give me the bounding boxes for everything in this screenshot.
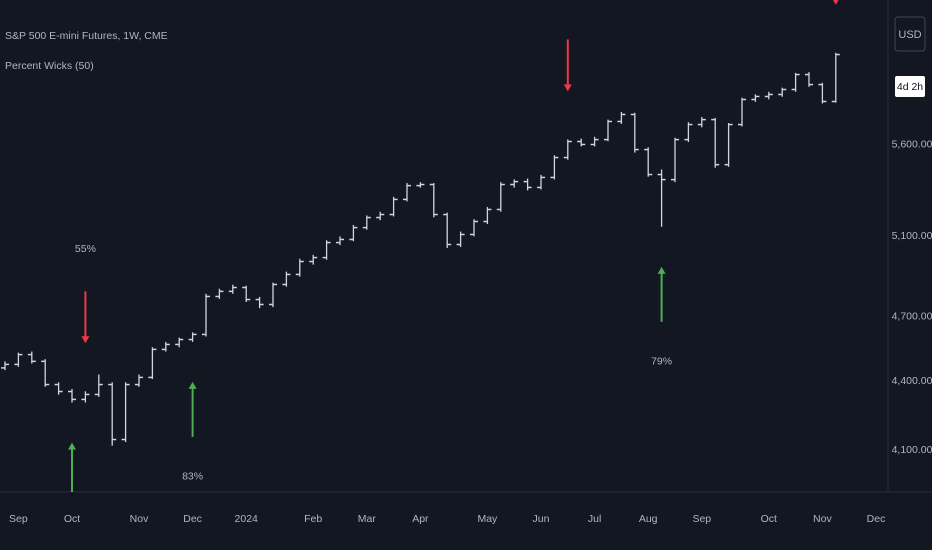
signal-arrow-head — [68, 442, 76, 450]
y-tick-label: 5,100.00 — [892, 230, 932, 242]
indicator-name: Percent Wicks (50) — [5, 60, 94, 72]
x-tick-label: Nov — [813, 513, 832, 525]
signal-arrow-head — [833, 0, 839, 5]
y-tick-label: 5,600.00 — [892, 138, 932, 150]
countdown: 4d 2h — [897, 81, 923, 93]
countdown-box — [895, 76, 925, 97]
x-tick-label: Jun — [533, 513, 550, 525]
x-tick-label: Mar — [358, 513, 377, 525]
signal-arrow-head — [657, 266, 666, 274]
signal-label: 83% — [182, 471, 203, 483]
x-tick-label: Apr — [412, 513, 429, 525]
signal-arrow-head — [188, 381, 197, 389]
x-tick-label: Sep — [692, 513, 711, 525]
x-tick-label: Dec — [183, 513, 202, 525]
x-tick-label: Jul — [588, 513, 601, 525]
y-tick-label: 4,400.00 — [892, 375, 932, 387]
signal-label: 34% — [557, 0, 578, 3]
currency-button[interactable] — [894, 16, 926, 52]
y-tick-label: 4,700.00 — [892, 310, 932, 322]
chart-title: S&P 500 E-mini Futures, 1W, CME — [5, 30, 168, 42]
x-tick-label: Sep — [9, 513, 28, 525]
x-tick-label: Oct — [64, 513, 80, 525]
y-tick-label: 4,100.00 — [892, 444, 932, 456]
currency[interactable]: USD — [898, 29, 921, 41]
signal-label: 55% — [75, 243, 96, 255]
signal-arrow-head — [563, 84, 572, 92]
x-tick-label: Feb — [304, 513, 322, 525]
signal-arrow-head — [81, 336, 90, 344]
x-tick-label: 2024 — [235, 513, 259, 525]
x-tick-label: May — [477, 513, 498, 525]
plot-area: 55% 83% 34% 79% — [1, 0, 840, 492]
x-tick-label: Dec — [867, 513, 886, 525]
x-tick-label: Nov — [130, 513, 149, 525]
x-tick-label: Aug — [639, 513, 658, 525]
x-tick-label: Oct — [761, 513, 777, 525]
signal-label: 79% — [651, 356, 672, 368]
